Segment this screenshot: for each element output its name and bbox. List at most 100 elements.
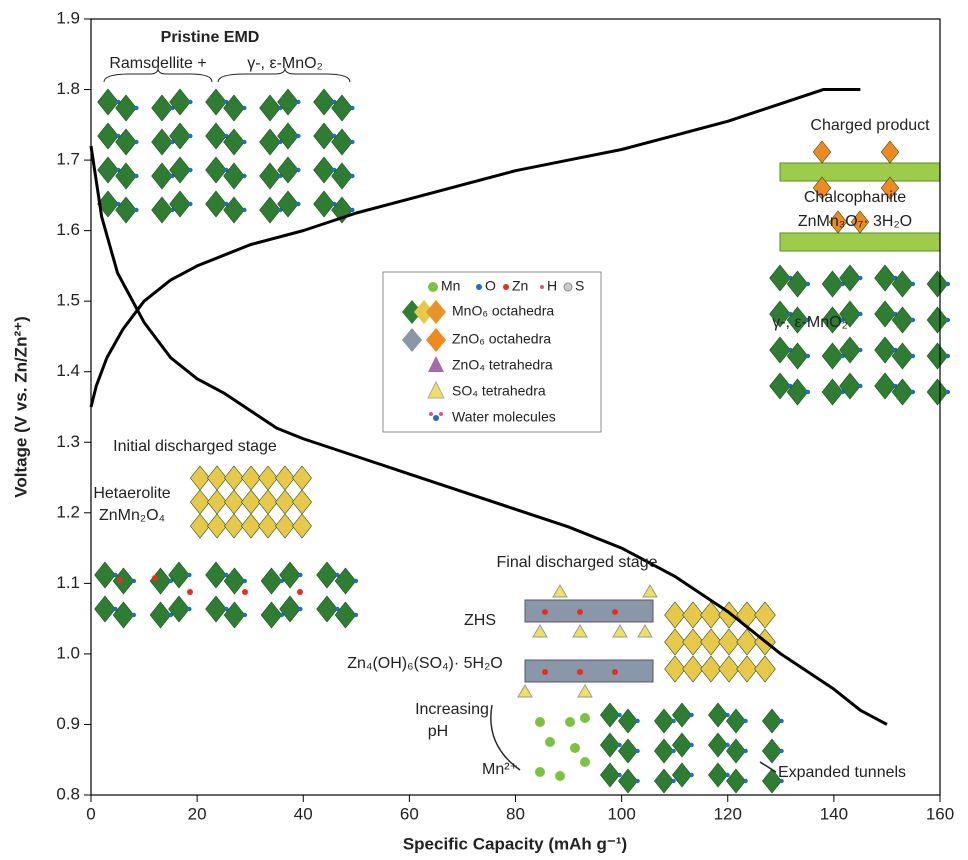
annotation: Initial discharged stage <box>113 438 277 455</box>
polyhedron <box>152 163 173 189</box>
polyhedron <box>98 123 119 149</box>
polyhedron <box>762 709 781 733</box>
atom <box>946 318 950 322</box>
atom <box>779 749 783 753</box>
polyhedron <box>170 89 191 115</box>
annotation: γ-, ε-MnO₂ <box>247 55 323 72</box>
y-tick-label: 1.9 <box>56 8 80 27</box>
layer <box>780 163 940 181</box>
polyhedron <box>892 343 913 369</box>
atom <box>911 354 915 358</box>
polyhedron <box>95 596 116 622</box>
annotation: Mn²⁺ <box>482 761 518 778</box>
legend-label: MnO₆ octahedra <box>452 303 554 319</box>
atom <box>350 140 354 144</box>
polyhedron <box>726 739 745 763</box>
polyhedron <box>927 271 948 297</box>
polyhedron <box>672 703 691 727</box>
atom <box>242 208 246 212</box>
atom <box>617 773 621 777</box>
x-tick-label: 80 <box>506 804 525 823</box>
polyhedron <box>840 265 861 291</box>
arrow <box>760 762 776 772</box>
atom <box>296 202 300 206</box>
atom <box>134 208 138 212</box>
y-tick-label: 0.8 <box>56 784 80 803</box>
atom <box>946 390 950 394</box>
legend-label: H <box>547 278 557 294</box>
polyhedron <box>116 95 137 121</box>
polyhedron <box>280 562 301 588</box>
polyhedron <box>275 466 294 490</box>
legend-swatch <box>428 282 438 292</box>
polyhedron <box>224 129 245 155</box>
polyhedron <box>332 95 353 121</box>
x-tick-label: 120 <box>714 804 742 823</box>
polyhedron <box>224 602 245 628</box>
atom <box>617 743 621 747</box>
polyhedron <box>927 379 948 405</box>
layer <box>780 233 940 251</box>
annotation: Charged product <box>810 117 930 134</box>
atom <box>188 202 192 206</box>
atom <box>188 168 192 172</box>
polyhedron <box>190 514 209 538</box>
atom <box>858 384 862 388</box>
atom <box>132 613 136 617</box>
polyhedron <box>278 191 299 217</box>
y-tick-label: 1.2 <box>56 502 80 521</box>
atom <box>689 773 693 777</box>
polyhedron <box>672 763 691 787</box>
x-tick-label: 0 <box>86 804 95 823</box>
atom <box>134 174 138 178</box>
legend-label: ZnO₆ octahedra <box>452 331 551 347</box>
atom <box>242 140 246 144</box>
atom <box>242 174 246 178</box>
atom <box>635 779 639 783</box>
legend-label: ZnO₄ tetrahedra <box>452 357 553 373</box>
polyhedron <box>258 514 277 538</box>
polyhedron <box>113 602 134 628</box>
polyhedron <box>892 379 913 405</box>
atom <box>689 743 693 747</box>
atom <box>298 573 302 577</box>
atom <box>297 589 303 595</box>
annotation: Hetaerolite <box>93 485 170 502</box>
polyhedron <box>875 265 896 291</box>
atom <box>806 390 810 394</box>
legend-swatch <box>564 283 572 291</box>
polyhedron <box>241 514 260 538</box>
polyhedron <box>618 739 637 763</box>
polyhedron <box>875 337 896 363</box>
atom <box>743 779 747 783</box>
polyhedron <box>314 89 335 115</box>
atom <box>858 276 862 280</box>
polyhedron <box>95 562 116 588</box>
atom <box>296 168 300 172</box>
polyhedron <box>618 769 637 793</box>
atom <box>242 106 246 110</box>
polyhedron <box>224 197 245 223</box>
annotation: Chalcophanite <box>804 189 906 206</box>
polyhedron <box>278 123 299 149</box>
atom <box>577 609 583 615</box>
atom <box>296 100 300 104</box>
polyhedron <box>113 568 134 594</box>
atom <box>354 579 358 583</box>
atom <box>946 354 950 358</box>
polyhedron <box>600 733 619 757</box>
atom <box>580 713 590 723</box>
x-tick-label: 100 <box>607 804 635 823</box>
polyhedron <box>708 703 727 727</box>
polyhedron <box>224 514 243 538</box>
polyhedron <box>770 265 791 291</box>
legend-label: SO₄ tetrahedra <box>452 383 546 399</box>
atom <box>242 589 248 595</box>
atom <box>806 354 810 358</box>
atom <box>350 106 354 110</box>
atom <box>725 743 729 747</box>
atom <box>243 579 247 583</box>
atom <box>134 140 138 144</box>
x-tick-label: 160 <box>926 804 954 823</box>
legend-swatch <box>476 284 482 290</box>
